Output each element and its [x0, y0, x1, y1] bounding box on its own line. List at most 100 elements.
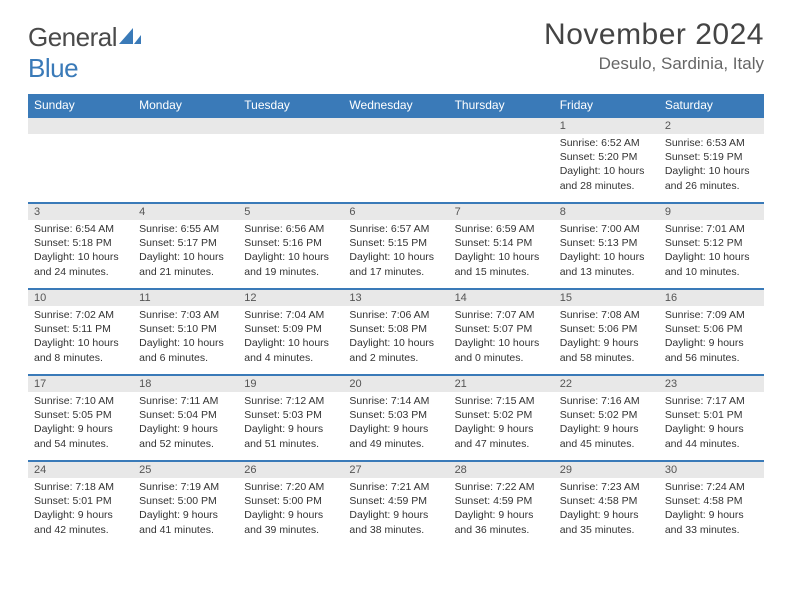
day-details: Sunrise: 6:54 AMSunset: 5:18 PMDaylight:… — [28, 220, 133, 283]
daylight-text: Daylight: 10 hours and 4 minutes. — [244, 336, 337, 364]
calendar-cell: 19Sunrise: 7:12 AMSunset: 5:03 PMDayligh… — [238, 375, 343, 461]
sunset-text: Sunset: 5:01 PM — [665, 408, 758, 422]
day-number: 26 — [238, 461, 343, 478]
day-details: Sunrise: 7:00 AMSunset: 5:13 PMDaylight:… — [554, 220, 659, 283]
daylight-text: Daylight: 10 hours and 6 minutes. — [139, 336, 232, 364]
location-text: Desulo, Sardinia, Italy — [544, 54, 764, 74]
daylight-text: Daylight: 9 hours and 56 minutes. — [665, 336, 758, 364]
day-number: 15 — [554, 289, 659, 306]
brand-text-2: Blue — [28, 53, 78, 83]
calendar-cell: 26Sunrise: 7:20 AMSunset: 5:00 PMDayligh… — [238, 461, 343, 547]
sunset-text: Sunset: 5:10 PM — [139, 322, 232, 336]
day-details: Sunrise: 7:14 AMSunset: 5:03 PMDaylight:… — [343, 392, 448, 455]
sunset-text: Sunset: 4:58 PM — [560, 494, 653, 508]
day-details — [449, 134, 554, 140]
calendar-cell — [28, 117, 133, 203]
day-number: 18 — [133, 375, 238, 392]
calendar-cell: 25Sunrise: 7:19 AMSunset: 5:00 PMDayligh… — [133, 461, 238, 547]
day-number: 25 — [133, 461, 238, 478]
sunrise-text: Sunrise: 7:20 AM — [244, 480, 337, 494]
sunrise-text: Sunrise: 6:57 AM — [349, 222, 442, 236]
calendar-cell: 16Sunrise: 7:09 AMSunset: 5:06 PMDayligh… — [659, 289, 764, 375]
day-number: 3 — [28, 203, 133, 220]
calendar-table: Sunday Monday Tuesday Wednesday Thursday… — [28, 94, 764, 547]
sunset-text: Sunset: 5:02 PM — [455, 408, 548, 422]
calendar-week: 17Sunrise: 7:10 AMSunset: 5:05 PMDayligh… — [28, 375, 764, 461]
day-number: 27 — [343, 461, 448, 478]
day-number: 8 — [554, 203, 659, 220]
month-title: November 2024 — [544, 18, 764, 52]
calendar-cell: 28Sunrise: 7:22 AMSunset: 4:59 PMDayligh… — [449, 461, 554, 547]
day-header: Tuesday — [238, 94, 343, 117]
day-details: Sunrise: 7:18 AMSunset: 5:01 PMDaylight:… — [28, 478, 133, 541]
day-details: Sunrise: 7:08 AMSunset: 5:06 PMDaylight:… — [554, 306, 659, 369]
day-number: 12 — [238, 289, 343, 306]
calendar-week: 1Sunrise: 6:52 AMSunset: 5:20 PMDaylight… — [28, 117, 764, 203]
day-number: 29 — [554, 461, 659, 478]
day-number: 23 — [659, 375, 764, 392]
calendar-cell: 9Sunrise: 7:01 AMSunset: 5:12 PMDaylight… — [659, 203, 764, 289]
sunset-text: Sunset: 5:16 PM — [244, 236, 337, 250]
daylight-text: Daylight: 9 hours and 42 minutes. — [34, 508, 127, 536]
sunrise-text: Sunrise: 6:56 AM — [244, 222, 337, 236]
calendar-cell: 4Sunrise: 6:55 AMSunset: 5:17 PMDaylight… — [133, 203, 238, 289]
sunset-text: Sunset: 5:00 PM — [244, 494, 337, 508]
day-header: Sunday — [28, 94, 133, 117]
sunrise-text: Sunrise: 6:54 AM — [34, 222, 127, 236]
sunset-text: Sunset: 5:19 PM — [665, 150, 758, 164]
day-number — [28, 117, 133, 134]
day-details — [133, 134, 238, 140]
calendar-week: 3Sunrise: 6:54 AMSunset: 5:18 PMDaylight… — [28, 203, 764, 289]
sunset-text: Sunset: 4:59 PM — [349, 494, 442, 508]
day-number: 5 — [238, 203, 343, 220]
day-details: Sunrise: 7:19 AMSunset: 5:00 PMDaylight:… — [133, 478, 238, 541]
sail-icon — [119, 26, 141, 46]
daylight-text: Daylight: 9 hours and 51 minutes. — [244, 422, 337, 450]
day-number — [343, 117, 448, 134]
sunset-text: Sunset: 5:00 PM — [139, 494, 232, 508]
day-details: Sunrise: 7:03 AMSunset: 5:10 PMDaylight:… — [133, 306, 238, 369]
daylight-text: Daylight: 10 hours and 2 minutes. — [349, 336, 442, 364]
daylight-text: Daylight: 9 hours and 47 minutes. — [455, 422, 548, 450]
sunrise-text: Sunrise: 7:04 AM — [244, 308, 337, 322]
calendar-cell: 23Sunrise: 7:17 AMSunset: 5:01 PMDayligh… — [659, 375, 764, 461]
calendar-week: 10Sunrise: 7:02 AMSunset: 5:11 PMDayligh… — [28, 289, 764, 375]
calendar-cell — [238, 117, 343, 203]
calendar-page: GeneralBlue November 2024 Desulo, Sardin… — [0, 0, 792, 547]
calendar-week: 24Sunrise: 7:18 AMSunset: 5:01 PMDayligh… — [28, 461, 764, 547]
calendar-cell: 24Sunrise: 7:18 AMSunset: 5:01 PMDayligh… — [28, 461, 133, 547]
day-details: Sunrise: 7:16 AMSunset: 5:02 PMDaylight:… — [554, 392, 659, 455]
calendar-cell: 3Sunrise: 6:54 AMSunset: 5:18 PMDaylight… — [28, 203, 133, 289]
sunset-text: Sunset: 5:13 PM — [560, 236, 653, 250]
daylight-text: Daylight: 9 hours and 35 minutes. — [560, 508, 653, 536]
calendar-cell — [449, 117, 554, 203]
calendar-cell: 13Sunrise: 7:06 AMSunset: 5:08 PMDayligh… — [343, 289, 448, 375]
sunset-text: Sunset: 5:03 PM — [244, 408, 337, 422]
day-number — [133, 117, 238, 134]
sunrise-text: Sunrise: 6:55 AM — [139, 222, 232, 236]
day-details: Sunrise: 7:12 AMSunset: 5:03 PMDaylight:… — [238, 392, 343, 455]
day-number: 11 — [133, 289, 238, 306]
day-header: Monday — [133, 94, 238, 117]
daylight-text: Daylight: 10 hours and 10 minutes. — [665, 250, 758, 278]
sunset-text: Sunset: 5:07 PM — [455, 322, 548, 336]
day-number: 9 — [659, 203, 764, 220]
daylight-text: Daylight: 9 hours and 36 minutes. — [455, 508, 548, 536]
calendar-cell: 15Sunrise: 7:08 AMSunset: 5:06 PMDayligh… — [554, 289, 659, 375]
daylight-text: Daylight: 10 hours and 15 minutes. — [455, 250, 548, 278]
day-header-row: Sunday Monday Tuesday Wednesday Thursday… — [28, 94, 764, 117]
daylight-text: Daylight: 10 hours and 26 minutes. — [665, 164, 758, 192]
day-details: Sunrise: 6:59 AMSunset: 5:14 PMDaylight:… — [449, 220, 554, 283]
day-number: 7 — [449, 203, 554, 220]
daylight-text: Daylight: 10 hours and 17 minutes. — [349, 250, 442, 278]
sunset-text: Sunset: 5:04 PM — [139, 408, 232, 422]
day-number: 17 — [28, 375, 133, 392]
day-number: 1 — [554, 117, 659, 134]
title-block: November 2024 Desulo, Sardinia, Italy — [544, 18, 764, 74]
calendar-cell: 20Sunrise: 7:14 AMSunset: 5:03 PMDayligh… — [343, 375, 448, 461]
calendar-cell — [133, 117, 238, 203]
daylight-text: Daylight: 10 hours and 28 minutes. — [560, 164, 653, 192]
brand-text: GeneralBlue — [28, 22, 141, 84]
day-details: Sunrise: 7:02 AMSunset: 5:11 PMDaylight:… — [28, 306, 133, 369]
calendar-cell — [343, 117, 448, 203]
